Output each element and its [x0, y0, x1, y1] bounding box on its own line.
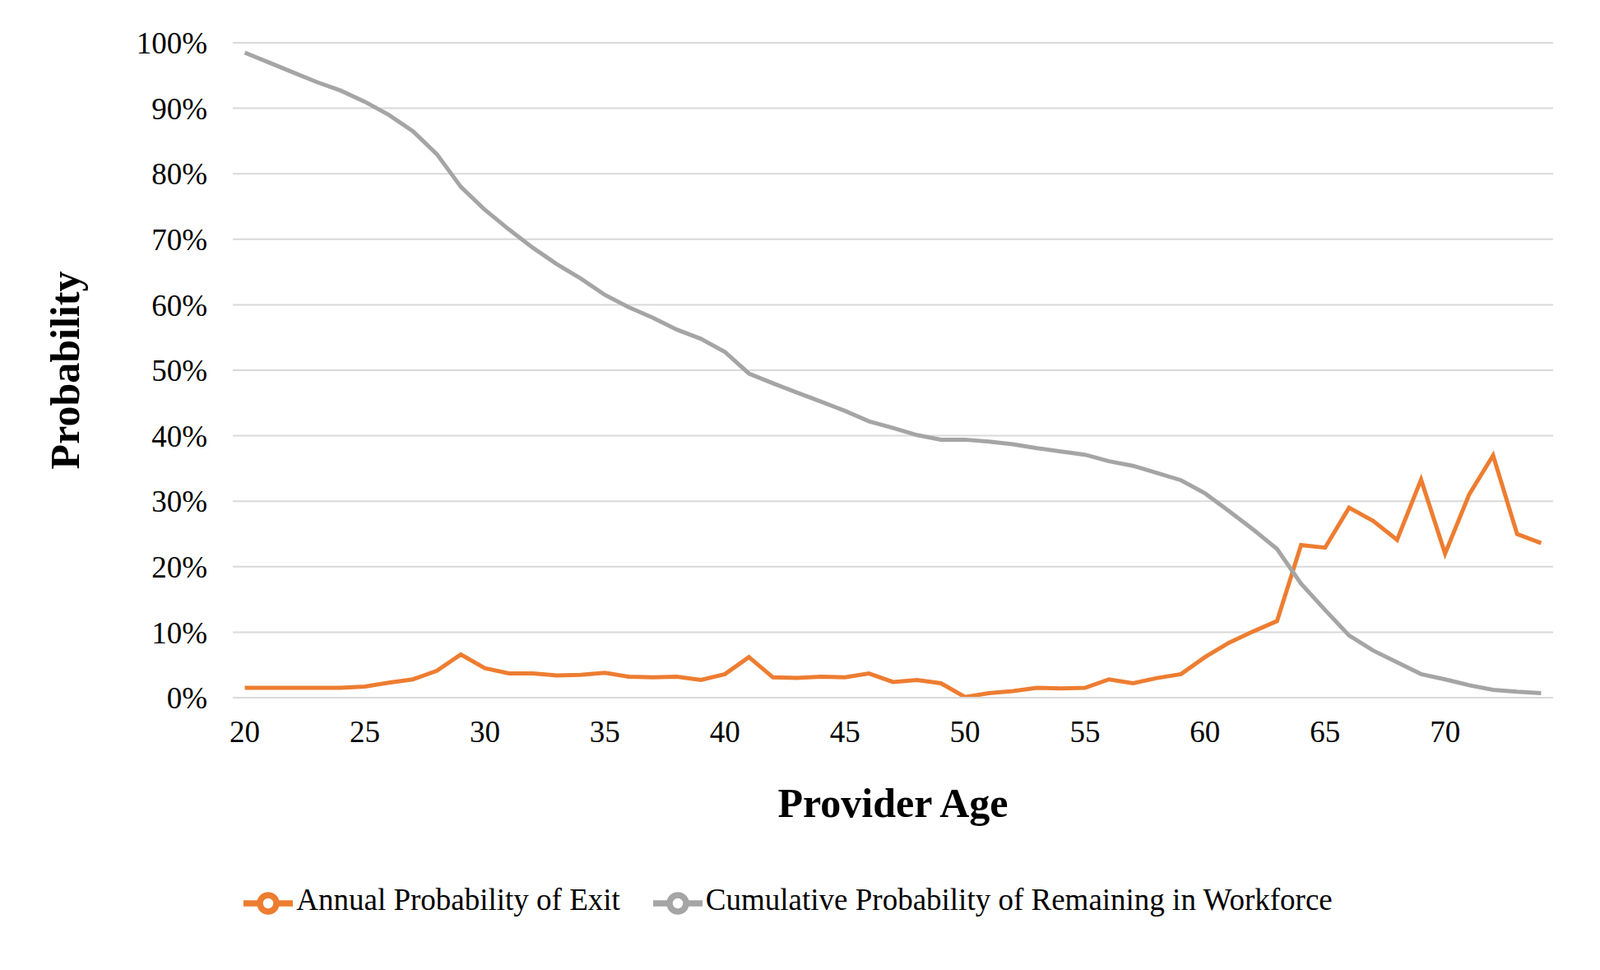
svg-text:90%: 90% [151, 92, 208, 126]
svg-text:40%: 40% [151, 419, 208, 454]
svg-text:10%: 10% [151, 616, 208, 650]
svg-text:50: 50 [950, 714, 981, 749]
svg-text:45: 45 [830, 714, 861, 749]
svg-text:Provider Age: Provider Age [777, 779, 1008, 826]
svg-text:70: 70 [1429, 714, 1461, 749]
svg-text:30: 30 [469, 714, 501, 749]
html-text:Cumulative Probability of Rema: Cumulative Probability of Remaining in W… [705, 883, 1333, 917]
svg-text:80%: 80% [151, 157, 208, 191]
svg-text:0%: 0% [166, 681, 208, 715]
svg-text:40: 40 [709, 714, 741, 749]
svg-text:35: 35 [589, 714, 621, 749]
svg-text:70%: 70% [151, 222, 208, 257]
svg-text:60: 60 [1189, 714, 1220, 749]
svg-text:65: 65 [1309, 714, 1341, 749]
svg-text:50%: 50% [151, 353, 208, 388]
svg-text:25: 25 [349, 714, 381, 749]
svg-text:100%: 100% [136, 26, 208, 61]
svg-text:Probability: Probability [41, 271, 89, 470]
svg-text:55: 55 [1069, 714, 1100, 749]
svg-text:30%: 30% [151, 484, 208, 519]
svg-text:20%: 20% [151, 550, 208, 585]
html-text:Annual Probability of Exit: Annual Probability of Exit [296, 883, 621, 917]
svg-text:20: 20 [229, 714, 260, 749]
svg-text:60%: 60% [151, 288, 208, 323]
